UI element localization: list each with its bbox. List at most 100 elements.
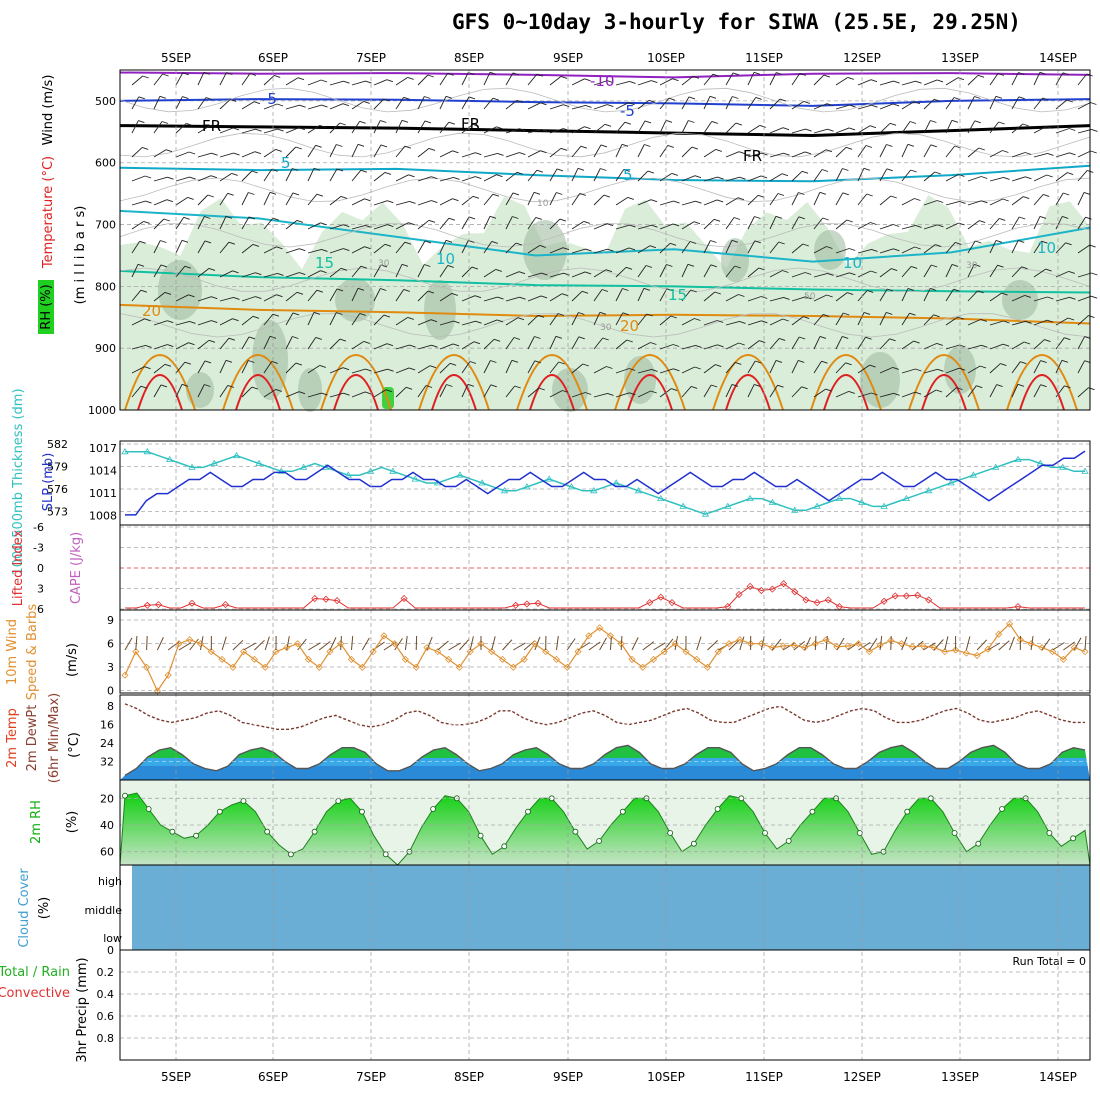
barb-shaft [527, 360, 536, 374]
barb-flag [1062, 215, 1069, 219]
panel-wind-border [119, 609, 1091, 694]
barb-shaft [637, 390, 651, 398]
barb-shaft [505, 271, 520, 278]
upper-wind-barb [725, 294, 745, 302]
upper-wind-barb [659, 97, 676, 110]
barb-shaft [901, 144, 909, 158]
lifted-axis-label: Lifted Index [11, 529, 26, 606]
upper-wind-barb [439, 121, 456, 134]
barb-shaft [967, 290, 978, 302]
barb-flag [665, 119, 673, 123]
barb-shaft [923, 79, 938, 86]
upper-wind-barb [747, 320, 768, 326]
barb-flag [560, 147, 568, 151]
barb-shaft [461, 240, 469, 254]
barb-flag [320, 222, 327, 226]
barb-flag [871, 104, 878, 108]
barb-shaft [263, 149, 276, 158]
panel-lifted-index-border [119, 524, 1091, 611]
barb-shaft [571, 78, 585, 86]
upper-wind-barb [637, 342, 657, 350]
upper-wind-barb [417, 176, 438, 182]
barb-flag [165, 149, 173, 153]
upper-wind-barb [879, 122, 897, 134]
barb-shaft [791, 336, 800, 350]
barb-shaft [197, 240, 206, 254]
upper-wind-barb [1077, 102, 1097, 110]
barb-flag [1067, 317, 1075, 321]
lifted-tick-label: 3 [37, 583, 44, 596]
barb-flag [492, 193, 500, 197]
barb-flag [1090, 102, 1097, 105]
barb-shaft [483, 360, 491, 374]
barb-flag [512, 216, 519, 219]
upper-wind-barb [857, 167, 871, 182]
barb-shaft [351, 341, 365, 350]
label-five-b: 5 [623, 166, 633, 184]
date-label-top: 14SEP [1039, 51, 1077, 65]
upper-wind-barb [923, 98, 941, 110]
barb-flag [759, 124, 766, 128]
barb-shaft [835, 104, 850, 110]
surface-wind-barb [631, 637, 639, 651]
barb-flag [805, 128, 812, 132]
barb-flag [1041, 240, 1048, 244]
temp-tick-label: 32 [100, 756, 114, 769]
barb-shaft [637, 144, 645, 158]
upper-wind-barb [857, 364, 876, 374]
barb-flag [248, 192, 255, 195]
barb-flag [386, 343, 394, 347]
barb-shaft [351, 313, 361, 326]
barb-flag [313, 311, 321, 315]
upper-wind-barb [571, 392, 592, 398]
barb-shaft [329, 312, 337, 326]
upper-wind-barb [549, 168, 564, 182]
upper-wind-barb [769, 337, 786, 350]
barb-shaft [439, 96, 447, 110]
upper-wind-barb [505, 271, 526, 278]
cloud-axis-label: Cloud Cover [17, 868, 32, 948]
date-label-bottom: 9SEP [553, 1070, 583, 1084]
barb-flag [182, 72, 189, 76]
barb-flag [449, 362, 457, 366]
barb-flag [475, 152, 482, 156]
upper-wind-barb [483, 152, 504, 158]
isotherm-arc-25 [614, 354, 686, 411]
surface-wind-barb [965, 636, 971, 651]
barb-flag [468, 96, 476, 100]
barb-flag [558, 361, 565, 365]
barb-flag [819, 335, 827, 339]
upper-wind-barb [659, 315, 677, 326]
upper-wind-barb [241, 170, 258, 182]
barb-shaft [307, 270, 321, 278]
upper-wind-barb [417, 344, 438, 350]
barb-flag [365, 80, 372, 84]
barb-flag [248, 360, 255, 363]
surface-wind-barb [912, 640, 924, 651]
wind-point [294, 640, 302, 648]
barb-shaft [505, 360, 513, 374]
barb-flag [957, 77, 965, 81]
barb-flag [846, 219, 853, 223]
upper-wind-barb [417, 96, 431, 110]
barb-flag [365, 224, 372, 228]
upper-wind-barb [505, 152, 526, 158]
barb-shaft [593, 194, 605, 206]
date-label-bottom: 14SEP [1039, 1070, 1077, 1084]
barb-shaft [1055, 385, 1065, 398]
barb-shaft [131, 264, 139, 278]
barb-flag [957, 316, 964, 320]
barb-shaft [285, 272, 300, 278]
barb-shaft [351, 368, 366, 374]
lifted-tick-label: -6 [33, 521, 44, 534]
surface-wind-barb [469, 636, 474, 651]
upper-wind-barb [395, 96, 410, 110]
upper-wind-barb [725, 342, 745, 350]
upper-wind-barb [373, 144, 388, 158]
upper-wind-barb [593, 311, 607, 326]
barb-flag [145, 200, 152, 204]
barb-shaft [813, 217, 824, 230]
surface-wind-barb [404, 636, 408, 651]
upper-wind-barb [417, 290, 435, 302]
barb-shaft [835, 127, 850, 134]
